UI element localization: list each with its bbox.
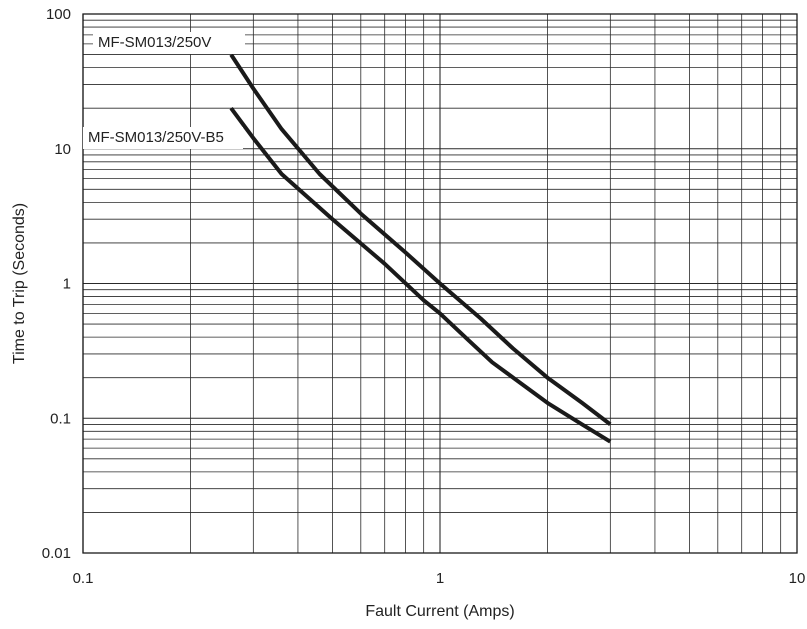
series-labels: MF-SM013/250V MF-SM013/250V-B5 [83, 32, 245, 149]
x-tick-label: 10 [789, 570, 806, 587]
series-label-bg-1 [93, 32, 245, 54]
x-axis-title: Fault Current (Amps) [365, 603, 514, 620]
series-line-2 [229, 107, 612, 444]
series-label-bg-2 [83, 127, 243, 149]
y-tick-label: 100 [46, 6, 71, 23]
y-axis-title: Time to Trip (Seconds) [11, 203, 28, 364]
y-axis-ticks: 0.01 0.1 1 10 100 [42, 6, 71, 562]
y-tick-label: 1 [63, 276, 71, 293]
y-tick-label: 10 [54, 141, 71, 158]
grid [82, 14, 797, 554]
x-axis-ticks: 0.1 1 10 [73, 570, 806, 587]
x-tick-label: 0.1 [73, 570, 94, 587]
series-label-1: MF-SM013/250V [98, 34, 211, 51]
series-label-2: MF-SM013/250V-B5 [88, 129, 224, 146]
series-lines [229, 53, 612, 444]
x-tick-label: 1 [436, 570, 444, 587]
y-tick-label: 0.1 [50, 410, 71, 427]
plot-frame [82, 13, 798, 554]
series-line-1 [229, 53, 612, 426]
y-tick-label: 0.01 [42, 545, 71, 562]
